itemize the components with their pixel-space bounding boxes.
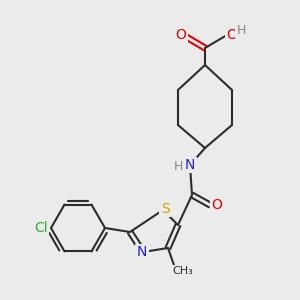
Text: N: N <box>185 158 195 172</box>
Text: S: S <box>160 202 169 216</box>
Text: O: O <box>176 28 186 42</box>
Text: H: H <box>173 160 183 173</box>
Text: Cl: Cl <box>34 221 48 235</box>
Text: O: O <box>226 28 237 42</box>
Text: CH₃: CH₃ <box>172 266 194 276</box>
Text: O: O <box>212 198 222 212</box>
Text: N: N <box>137 245 147 259</box>
Text: H: H <box>236 23 246 37</box>
